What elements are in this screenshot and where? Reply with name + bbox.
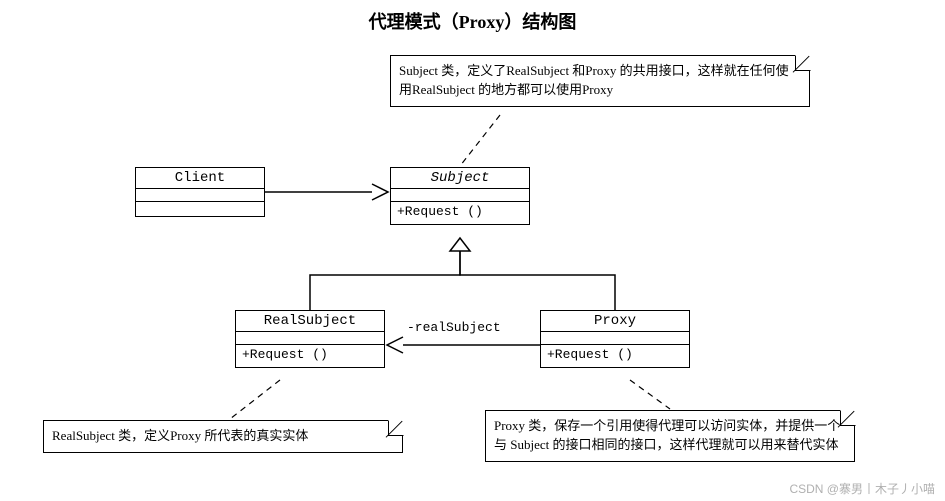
note-proxy: Proxy 类，保存一个引用使得代理可以访问实体，并提供一个与 Subject … — [485, 410, 855, 462]
note-subject-text: Subject 类，定义了RealSubject 和Proxy 的共用接口，这样… — [399, 63, 789, 97]
class-realsubject-attrs — [236, 332, 384, 345]
edge-proxy-inherit — [460, 251, 615, 310]
class-subject-attrs — [391, 189, 529, 202]
class-proxy-attrs — [541, 332, 689, 345]
class-client-name: Client — [136, 168, 264, 189]
class-proxy-name: Proxy — [541, 311, 689, 332]
note-subject: Subject 类，定义了RealSubject 和Proxy 的共用接口，这样… — [390, 55, 810, 107]
class-client: Client — [135, 167, 265, 217]
inherit-triangle — [450, 238, 470, 251]
class-proxy: Proxy +Request () — [540, 310, 690, 368]
note-realsubject-text: RealSubject 类，定义Proxy 所代表的真实实体 — [52, 428, 308, 443]
class-realsubject-ops: +Request () — [236, 345, 384, 367]
note-link-proxy — [630, 380, 670, 409]
class-subject-ops: +Request () — [391, 202, 529, 224]
note-realsubject: RealSubject 类，定义Proxy 所代表的真实实体 — [43, 420, 403, 453]
diagram-canvas: 代理模式（Proxy）结构图 Client Subject +Request (… — [0, 0, 945, 501]
note-link-subject — [460, 115, 500, 166]
class-subject: Subject +Request () — [390, 167, 530, 225]
arrowhead-client-subject — [372, 184, 388, 200]
class-realsubject: RealSubject +Request () — [235, 310, 385, 368]
note-link-realsubject — [230, 380, 280, 419]
class-client-attrs — [136, 189, 264, 202]
edge-real-inherit — [310, 251, 460, 310]
watermark: CSDN @寨男丨木子丿小喵 — [789, 480, 935, 497]
class-realsubject-name: RealSubject — [236, 311, 384, 332]
note-proxy-text: Proxy 类，保存一个引用使得代理可以访问实体，并提供一个与 Subject … — [494, 418, 840, 452]
class-subject-name: Subject — [391, 168, 529, 189]
edge-label-realsubject: -realSubject — [405, 320, 503, 335]
class-proxy-ops: +Request () — [541, 345, 689, 367]
arrowhead-proxy-real — [387, 337, 403, 353]
class-client-ops — [136, 202, 264, 216]
